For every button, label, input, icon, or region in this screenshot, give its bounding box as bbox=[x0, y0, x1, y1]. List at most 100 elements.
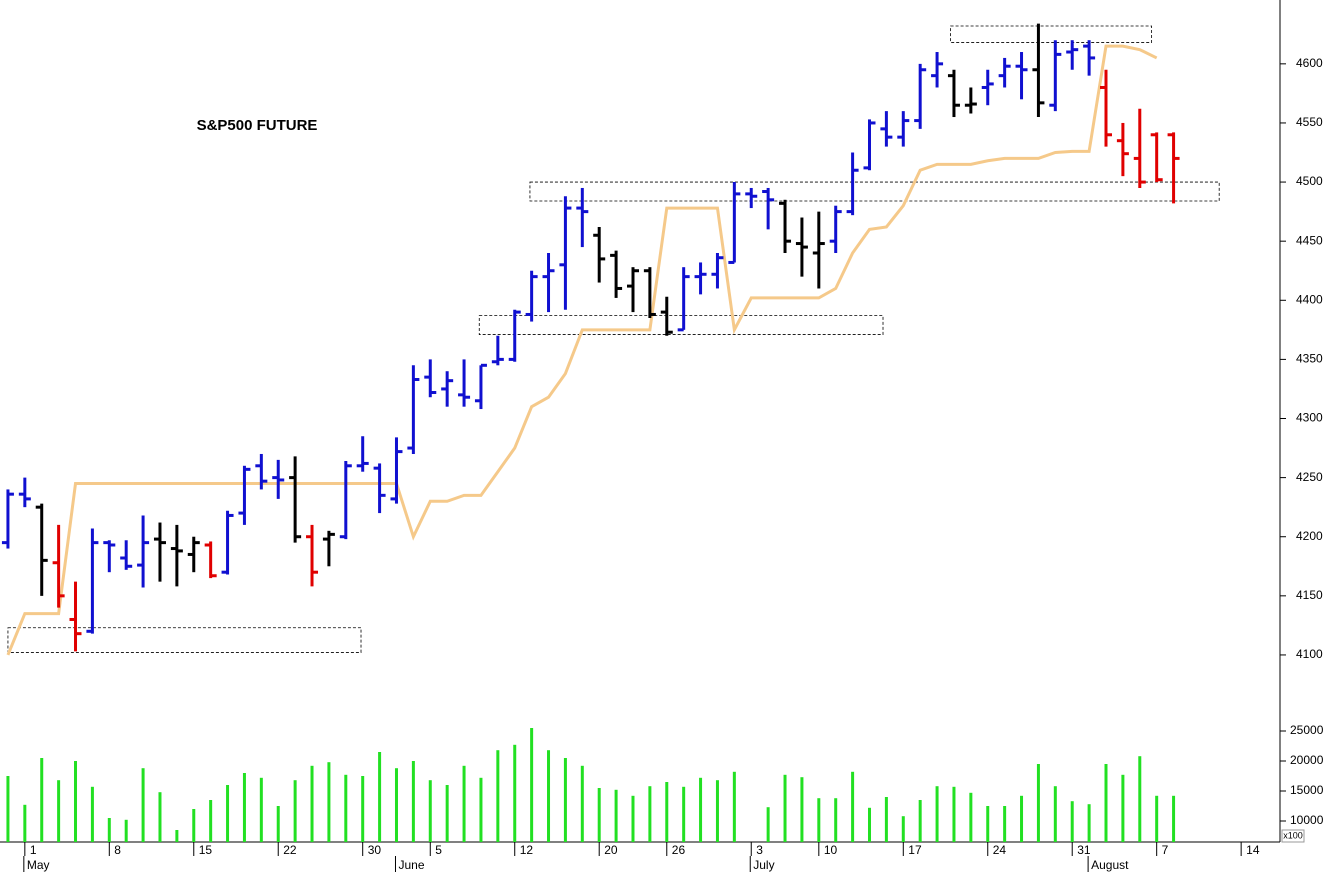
y-tick-label: 4600 bbox=[1296, 56, 1323, 70]
x-tick-label: 22 bbox=[283, 843, 297, 857]
volume-bar bbox=[310, 765, 314, 842]
x-tick-label: 5 bbox=[435, 843, 442, 857]
month-label: May bbox=[27, 858, 50, 872]
volume-bar bbox=[1020, 795, 1024, 842]
volume-bar bbox=[242, 773, 246, 842]
volume-bar bbox=[986, 806, 990, 842]
volume-bar bbox=[378, 752, 382, 842]
x-tick-label: 20 bbox=[604, 843, 618, 857]
volume-bar bbox=[496, 750, 500, 842]
volume-bar bbox=[665, 782, 669, 842]
volume-tick-label: 10000 bbox=[1290, 813, 1324, 827]
volume-bar bbox=[817, 798, 821, 842]
x-tick-label: 15 bbox=[199, 843, 213, 857]
chart-title: S&P500 FUTURE bbox=[197, 117, 318, 134]
volume-bar bbox=[209, 800, 213, 842]
volume-bar bbox=[479, 777, 483, 842]
volume-unit: x100 bbox=[1283, 830, 1303, 840]
volume-bar bbox=[40, 758, 44, 842]
volume-bar bbox=[1172, 795, 1176, 842]
volume-bar bbox=[226, 785, 230, 842]
x-tick-label: 26 bbox=[672, 843, 686, 857]
volume-bar bbox=[90, 786, 94, 842]
x-tick-label: 1 bbox=[30, 843, 37, 857]
volume-bar bbox=[327, 762, 331, 842]
volume-bar bbox=[682, 786, 686, 842]
volume-bar bbox=[141, 768, 145, 842]
volume-bar bbox=[1087, 804, 1091, 842]
x-tick-label: 7 bbox=[1162, 843, 1169, 857]
volume-bar bbox=[580, 765, 584, 842]
y-tick-label: 4250 bbox=[1296, 470, 1323, 484]
volume-bar bbox=[648, 786, 652, 842]
line-series bbox=[6, 44, 1158, 656]
volume-bar bbox=[884, 797, 888, 842]
volume-bar bbox=[1104, 764, 1108, 842]
volume-bar bbox=[699, 777, 703, 842]
volume-tick-label: 15000 bbox=[1290, 783, 1324, 797]
volume-bar bbox=[732, 771, 736, 842]
zone-box bbox=[7, 627, 362, 653]
volume-bar bbox=[783, 774, 787, 842]
x-tick-label: 8 bbox=[114, 843, 121, 857]
y-tick-label: 4300 bbox=[1296, 411, 1323, 425]
volume-bar bbox=[394, 768, 398, 842]
volume-bar bbox=[901, 816, 905, 842]
volume-bar bbox=[1053, 786, 1057, 842]
volume-bar bbox=[935, 786, 939, 842]
volume-bar bbox=[547, 750, 551, 842]
month-label: June bbox=[398, 858, 424, 872]
volume-bar bbox=[631, 795, 635, 842]
volume-bar bbox=[1121, 774, 1125, 842]
volume-bar bbox=[563, 758, 567, 842]
volume-bar bbox=[259, 777, 263, 842]
x-tick-label: 31 bbox=[1077, 843, 1091, 857]
volume-bar bbox=[124, 819, 128, 842]
volume-bar bbox=[23, 804, 27, 842]
volume-bar bbox=[344, 774, 348, 842]
volume-bar bbox=[57, 780, 61, 842]
x-tick-label: 12 bbox=[520, 843, 534, 857]
volume-bar bbox=[851, 771, 855, 842]
y-tick-label: 4200 bbox=[1296, 529, 1323, 543]
volume-bar bbox=[74, 761, 78, 842]
volume-bar bbox=[276, 806, 280, 842]
volume-bar bbox=[411, 761, 415, 842]
x-tick-label: 10 bbox=[824, 843, 838, 857]
volume-bar bbox=[530, 728, 534, 842]
unit-box bbox=[1281, 829, 1305, 843]
volume-bar bbox=[513, 744, 517, 842]
volume-bar bbox=[6, 776, 10, 842]
zone-box bbox=[478, 315, 884, 335]
volume-bar bbox=[293, 780, 297, 842]
volume-bar bbox=[715, 780, 719, 842]
volume-bar bbox=[834, 798, 838, 842]
y-tick-label: 4100 bbox=[1296, 647, 1323, 661]
volume-bar bbox=[107, 818, 111, 842]
volume-bar bbox=[175, 830, 179, 842]
volume-bar bbox=[952, 786, 956, 842]
volume-bar bbox=[445, 785, 449, 842]
x-tick-label: 30 bbox=[368, 843, 382, 857]
volume-bar bbox=[614, 789, 618, 842]
y-tick-label: 4550 bbox=[1296, 115, 1323, 129]
volume-bar bbox=[192, 809, 196, 842]
y-tick-label: 4400 bbox=[1296, 292, 1323, 306]
month-label: July bbox=[753, 858, 774, 872]
y-tick-label: 4500 bbox=[1296, 174, 1323, 188]
volume-bar bbox=[766, 807, 770, 842]
y-tick-label: 4350 bbox=[1296, 352, 1323, 366]
volume-bar bbox=[1036, 764, 1040, 842]
volume-bar bbox=[1003, 806, 1007, 842]
volume-bar bbox=[800, 777, 804, 842]
volume-bar bbox=[158, 792, 162, 842]
y-tick-label: 4450 bbox=[1296, 233, 1323, 247]
volume-bar bbox=[428, 780, 432, 842]
volume-bar bbox=[918, 800, 922, 842]
volume-tick-label: 20000 bbox=[1290, 753, 1324, 767]
zone-box bbox=[529, 181, 1220, 202]
x-tick-label: 17 bbox=[908, 843, 922, 857]
volume-bar bbox=[969, 792, 973, 842]
volume-bar bbox=[867, 807, 871, 842]
month-label: August bbox=[1091, 858, 1129, 872]
